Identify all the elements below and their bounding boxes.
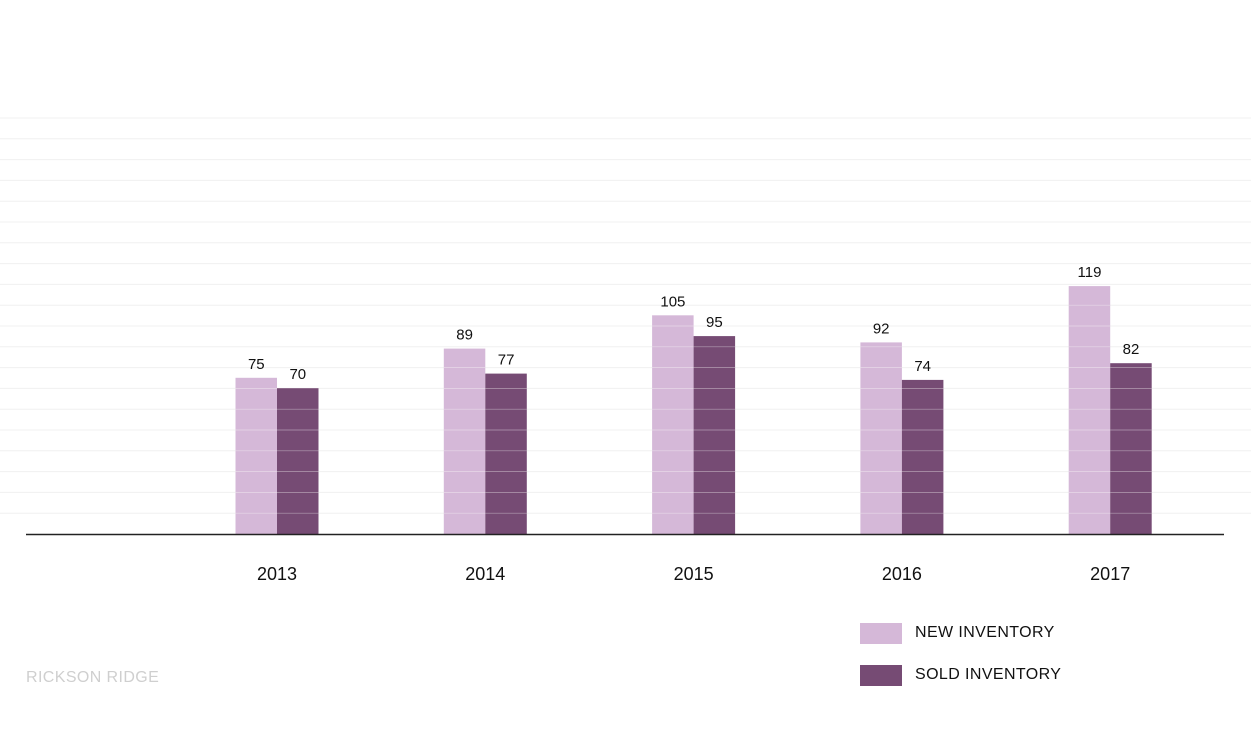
x-tick-labels: 2013 2014 2015 2016 2017 [257,564,1130,584]
grid-lines [0,117,1251,514]
bar-sold-inventory-2013 [277,388,319,534]
legend-item-sold-inventory: SOLD INVENTORY [860,664,1061,686]
data-label-sold-inventory-2013: 70 [289,366,306,383]
bars [235,286,1152,534]
legend-item-new-inventory: NEW INVENTORY [860,622,1061,644]
legend-swatch-sold-inventory [860,664,902,686]
x-tick-label-2013: 2013 [257,564,297,584]
x-tick-label-2016: 2016 [882,564,922,584]
bar-new-inventory-2014 [443,348,486,534]
brand-watermark: RICKSON RIDGE [26,669,160,686]
legend-swatch-new-inventory [860,622,902,644]
legend-label-new-inventory: NEW INVENTORY [915,624,1055,641]
bar-sold-inventory-2014 [485,373,527,534]
x-tick-label-2014: 2014 [465,564,505,584]
legend-label-sold-inventory: SOLD INVENTORY [915,666,1062,683]
x-tick-label-2017: 2017 [1090,564,1130,584]
bar-new-inventory-2017 [1068,286,1111,534]
bar-new-inventory-2013 [235,377,277,534]
bar-new-inventory-2015 [652,315,694,534]
bar-sold-inventory-2016 [901,379,944,534]
data-label-new-inventory-2016: 92 [873,320,890,337]
x-tick-label-2015: 2015 [674,564,714,584]
data-label-sold-inventory-2015: 95 [706,314,723,331]
bar-sold-inventory-2017 [1110,363,1152,534]
data-label-sold-inventory-2016: 74 [914,358,931,375]
data-label-new-inventory-2013: 75 [248,356,265,373]
data-label-new-inventory-2014: 89 [456,327,473,344]
bar-sold-inventory-2015 [693,336,736,534]
data-label-new-inventory-2017: 119 [1078,264,1102,281]
bar-new-inventory-2016 [860,342,902,534]
data-label-new-inventory-2015: 105 [660,293,685,310]
data-label-sold-inventory-2014: 77 [498,352,515,369]
legend: NEW INVENTORY SOLD INVENTORY [860,622,1061,706]
data-label-sold-inventory-2017: 82 [1123,341,1140,358]
data-labels: 75 70 89 77 105 95 92 74 119 82 [248,264,1139,383]
